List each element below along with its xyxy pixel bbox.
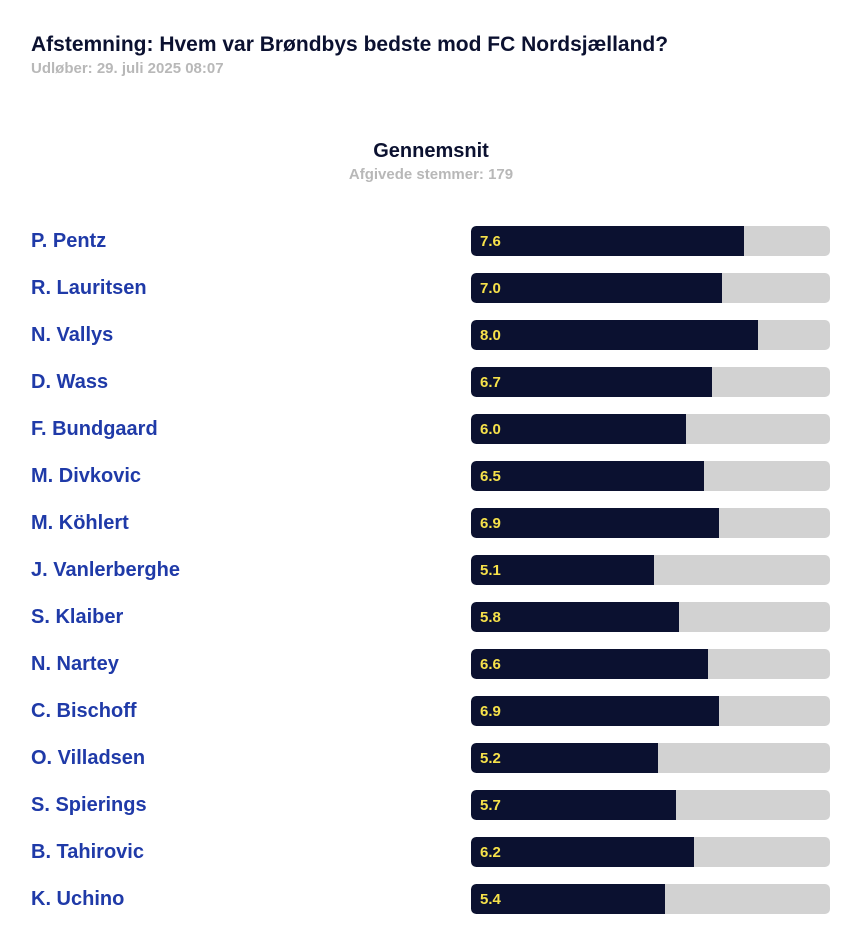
rating-value: 7.0 [480, 280, 501, 297]
rating-value: 5.2 [480, 750, 501, 767]
player-name: F. Bundgaard [31, 418, 158, 440]
summary-header: Gennemsnit Afgivede stemmer: 179 [0, 138, 862, 186]
player-name: K. Uchino [31, 888, 125, 910]
rating-track: 6.5 [471, 461, 830, 491]
player-row: M. Köhlert 6.9 [0, 508, 862, 538]
rating-bar [471, 649, 708, 679]
rating-track: 7.0 [471, 273, 830, 303]
player-name: B. Tahirovic [31, 841, 144, 863]
rating-value: 6.2 [480, 844, 501, 861]
rating-track: 7.6 [471, 226, 830, 256]
rating-bar [471, 414, 686, 444]
rating-bar [471, 743, 658, 773]
rating-bar [471, 790, 676, 820]
rating-value: 6.9 [480, 703, 501, 720]
rating-bar [471, 320, 758, 350]
player-row: J. Vanlerberghe 5.1 [0, 555, 862, 585]
rating-value: 8.0 [480, 327, 501, 344]
rating-track: 6.6 [471, 649, 830, 679]
rating-track: 6.9 [471, 508, 830, 538]
player-row: M. Divkovic 6.5 [0, 461, 862, 491]
player-row: O. Villadsen 5.2 [0, 743, 862, 773]
rating-track: 6.7 [471, 367, 830, 397]
player-row: B. Tahirovic 6.2 [0, 837, 862, 867]
rating-bar [471, 508, 719, 538]
rating-track: 5.8 [471, 602, 830, 632]
player-row: C. Bischoff 6.9 [0, 696, 862, 726]
player-row: R. Lauritsen 7.0 [0, 273, 862, 303]
rating-value: 6.0 [480, 421, 501, 438]
player-name: N. Vallys [31, 324, 114, 346]
player-name: M. Köhlert [31, 512, 129, 534]
rating-track: 6.9 [471, 696, 830, 726]
rating-value: 7.6 [480, 233, 501, 250]
player-name: O. Villadsen [31, 747, 146, 769]
player-name: M. Divkovic [31, 465, 142, 487]
rating-value: 5.7 [480, 797, 501, 814]
poll-title: Afstemning: Hvem var Brøndbys bedste mod… [31, 33, 669, 56]
player-name: S. Spierings [31, 794, 147, 816]
poll-header: Afstemning: Hvem var Brøndbys bedste mod… [31, 32, 831, 79]
rating-track: 5.7 [471, 790, 830, 820]
rating-value: 6.5 [480, 468, 501, 485]
rating-value: 5.4 [480, 891, 501, 908]
rating-track: 5.1 [471, 555, 830, 585]
player-name: C. Bischoff [31, 700, 137, 722]
rating-value: 6.9 [480, 515, 501, 532]
rating-value: 5.8 [480, 609, 501, 626]
player-row: P. Pentz 7.6 [0, 226, 862, 256]
rating-value: 5.1 [480, 562, 501, 579]
player-name: R. Lauritsen [31, 277, 147, 299]
rating-bar [471, 273, 722, 303]
player-name: J. Vanlerberghe [31, 559, 180, 581]
votes-count: Afgivede stemmer: 179 [348, 166, 514, 183]
rating-bar [471, 602, 679, 632]
rating-value: 6.6 [480, 656, 501, 673]
poll-expiry: Udløber: 29. juli 2025 08:07 [31, 60, 224, 77]
player-row: S. Spierings 5.7 [0, 790, 862, 820]
player-row: N. Vallys 8.0 [0, 320, 862, 350]
rating-bar [471, 837, 694, 867]
player-name: N. Nartey [31, 653, 119, 675]
rating-bar [471, 696, 719, 726]
rating-track: 6.0 [471, 414, 830, 444]
rating-track: 8.0 [471, 320, 830, 350]
player-row: S. Klaiber 5.8 [0, 602, 862, 632]
rating-bar [471, 226, 744, 256]
player-row: K. Uchino 5.4 [0, 884, 862, 914]
rating-bar [471, 884, 665, 914]
player-name: D. Wass [31, 371, 109, 393]
summary-title: Gennemsnit [373, 140, 489, 162]
rating-value: 6.7 [480, 374, 501, 391]
player-row: N. Nartey 6.6 [0, 649, 862, 679]
rating-bar [471, 367, 712, 397]
rating-track: 5.2 [471, 743, 830, 773]
rating-track: 5.4 [471, 884, 830, 914]
rating-bar [471, 555, 654, 585]
player-name: P. Pentz [31, 230, 107, 252]
player-row: D. Wass 6.7 [0, 367, 862, 397]
rating-track: 6.2 [471, 837, 830, 867]
player-name: S. Klaiber [31, 606, 124, 628]
rating-bar [471, 461, 704, 491]
player-row: F. Bundgaard 6.0 [0, 414, 862, 444]
